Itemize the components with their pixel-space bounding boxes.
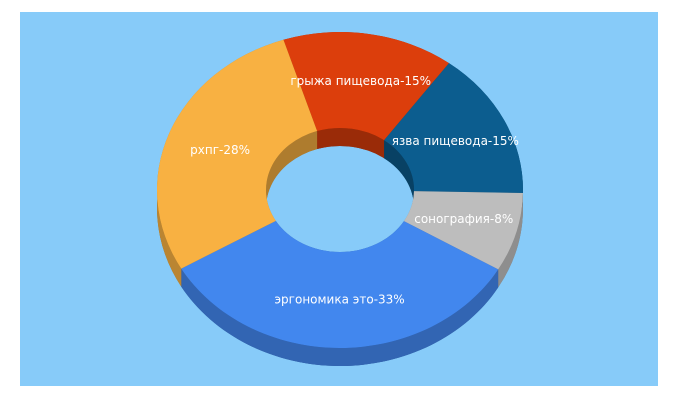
slice: [181, 220, 499, 348]
data-label: рхпг-28%: [190, 143, 250, 157]
data-label: грыжа пищевода-15%: [290, 74, 431, 88]
slice-outer-wall: [181, 268, 499, 366]
slice: [384, 63, 523, 194]
data-label: сонография-8%: [414, 212, 513, 226]
slice-inner-wall: [317, 128, 385, 159]
data-label: эргономика это-33%: [274, 292, 404, 306]
data-label: язва пищевода-15%: [392, 134, 519, 148]
slice-outer-wall: [498, 193, 523, 288]
slice-inner-wall: [384, 140, 414, 210]
slice-inner-wall: [266, 131, 318, 239]
slice: [403, 191, 523, 270]
slice: [156, 39, 318, 269]
slice: [283, 32, 449, 141]
